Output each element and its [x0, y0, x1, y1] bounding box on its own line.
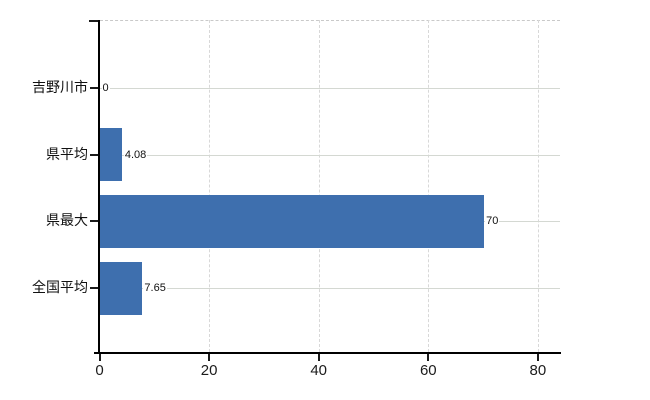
x-axis-line	[94, 352, 561, 354]
category-label-県最大: 県最大	[46, 212, 88, 228]
x-tick-60	[427, 354, 430, 361]
y-tick-吉野川市	[90, 87, 98, 89]
value-label-県平均: 4.08	[123, 149, 148, 162]
bar-全国平均	[100, 262, 142, 315]
gridline-vertical-20	[209, 20, 211, 352]
gridline-horizontal-row-1	[99, 155, 560, 156]
value-label-全国平均: 7.65	[143, 282, 167, 295]
gridline-horizontal-row-3	[99, 288, 560, 289]
y-tick-全国平均	[90, 287, 98, 289]
gridline-vertical-60	[428, 20, 430, 352]
x-tick-label-80: 80	[529, 362, 547, 379]
category-label-吉野川市: 吉野川市	[32, 79, 88, 95]
x-tick-0	[98, 354, 101, 361]
gridline-vertical-80	[537, 20, 539, 352]
gridline-vertical-40	[318, 20, 320, 352]
bar-県最大	[100, 195, 484, 248]
value-label-吉野川市: 0	[101, 82, 110, 95]
x-tick-label-20: 20	[200, 362, 218, 379]
x-tick-40	[317, 354, 320, 361]
x-tick-label-0: 0	[95, 362, 104, 379]
x-tick-20	[208, 354, 211, 361]
x-tick-80	[536, 354, 539, 361]
category-label-全国平均: 全国平均	[32, 279, 88, 295]
category-label-県平均: 県平均	[46, 146, 88, 162]
x-tick-label-60: 60	[419, 362, 437, 379]
y-axis-top-tick	[89, 19, 98, 22]
value-label-県最大: 70	[485, 215, 500, 228]
bar-県平均	[100, 128, 123, 181]
y-axis-line	[98, 19, 100, 354]
y-tick-県最大	[90, 220, 98, 222]
y-tick-県平均	[90, 154, 98, 156]
gridline-horizontal-row-0	[99, 88, 560, 89]
plot-top-border	[99, 20, 560, 21]
x-tick-label-40: 40	[310, 362, 328, 379]
